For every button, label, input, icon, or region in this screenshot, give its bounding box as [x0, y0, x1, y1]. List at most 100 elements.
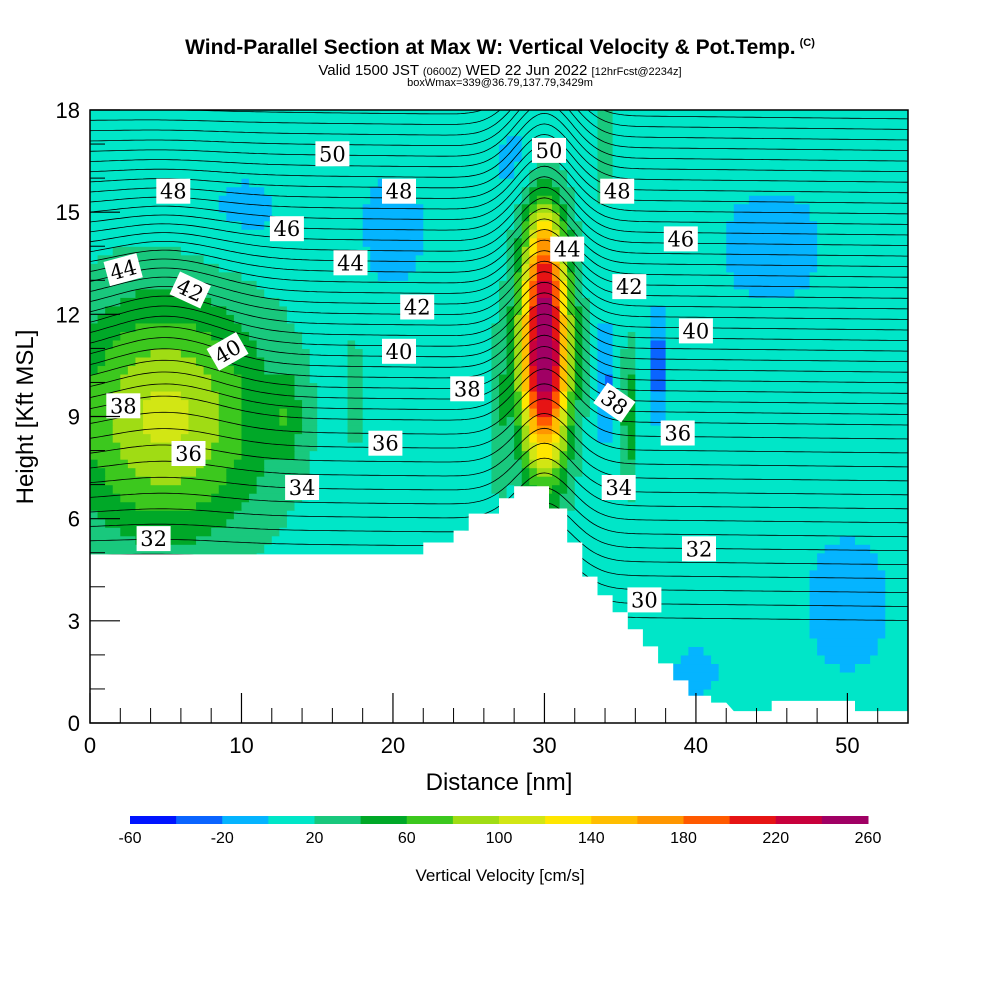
vv-cell: [559, 365, 568, 375]
vv-cell: [635, 476, 908, 486]
vv-cell: [514, 407, 523, 418]
vv-cell: [90, 518, 106, 528]
y-tick-label: 9: [68, 405, 80, 430]
vv-cell: [574, 493, 629, 503]
vv-cell: [180, 433, 220, 443]
contour-label-box: [600, 178, 635, 204]
vv-cell: [589, 365, 599, 375]
vv-cell: [635, 339, 652, 349]
vv-cell: [620, 348, 636, 358]
vv-cell: [620, 416, 636, 426]
vv-cell: [809, 586, 886, 596]
vv-cell: [559, 152, 599, 162]
theta-contour-line: [90, 112, 908, 172]
vv-cell: [582, 246, 727, 256]
vv-cell: [536, 425, 553, 435]
contour-label-group: 46: [663, 226, 698, 252]
vv-cell: [567, 382, 576, 392]
vv-cell: [521, 467, 530, 477]
vv-cell: [514, 356, 523, 367]
vv-cell: [665, 399, 908, 409]
vv-cell: [302, 425, 318, 435]
vv-cell: [733, 212, 811, 222]
vv-cell: [499, 407, 515, 418]
vv-cell: [529, 195, 538, 205]
vv-cell: [347, 356, 364, 367]
contour-label-box: [103, 253, 143, 287]
vv-cell: [536, 365, 553, 375]
vv-cell: [650, 331, 667, 341]
vv-cell: [567, 229, 576, 239]
vv-cell: [536, 229, 553, 239]
theta-contour-line: [90, 207, 908, 268]
vv-cell: [597, 433, 614, 443]
contour-label-group: 34: [601, 475, 636, 500]
vv-cell: [627, 425, 636, 435]
vv-cell: [529, 220, 538, 230]
vv-cell: [196, 467, 227, 477]
vv-cell: [491, 399, 500, 409]
vv-cell: [574, 186, 599, 196]
vv-cell: [241, 178, 250, 188]
vv-cell: [885, 629, 908, 639]
vv-cell: [559, 348, 568, 358]
vv-cell: [536, 305, 553, 315]
contour-label: 44: [337, 251, 364, 275]
vv-cell: [574, 331, 583, 341]
vv-cell: [597, 110, 614, 120]
vv-cell: [317, 390, 349, 401]
vv-cell: [665, 314, 908, 324]
contour-label: 32: [686, 537, 713, 561]
vv-cell: [665, 382, 908, 392]
theta-contour-line: [90, 229, 908, 289]
vv-cell: [559, 467, 568, 477]
vv-cell: [635, 399, 652, 409]
vv-cell: [536, 212, 553, 222]
vv-cell: [574, 348, 583, 358]
vv-cell: [514, 331, 523, 341]
vv-cell: [506, 135, 523, 145]
vv-cell: [582, 425, 599, 435]
vv-cell: [256, 339, 303, 349]
vv-cell: [521, 297, 530, 307]
vv-cell: [582, 254, 727, 264]
vv-cell: [362, 425, 493, 435]
colorbar-tick-label: 60: [398, 830, 416, 847]
x-tick-label: 10: [229, 733, 253, 758]
vv-cell: [362, 220, 424, 230]
vv-cell: [362, 365, 493, 375]
x-tick-label: 0: [84, 733, 96, 758]
vv-cell: [90, 110, 599, 120]
vv-cell: [514, 390, 523, 401]
contour-label-box: [106, 393, 141, 419]
vv-cell: [529, 459, 538, 469]
vv-cell: [589, 331, 599, 341]
vv-cell: [650, 407, 667, 418]
contour-label-box: [156, 178, 191, 204]
vv-cell: [90, 195, 220, 205]
vv-cell: [650, 314, 667, 324]
vv-cell: [635, 425, 908, 435]
vv-cell: [90, 118, 599, 128]
vv-cell: [90, 305, 106, 315]
vv-cell: [559, 203, 568, 213]
vv-cell: [90, 322, 137, 332]
vv-cell: [574, 263, 583, 273]
vv-cell: [552, 407, 561, 418]
contour-label-group: 30: [627, 587, 662, 613]
vv-cell: [521, 356, 530, 367]
vv-cell: [347, 339, 356, 349]
vv-cell: [552, 442, 561, 452]
vv-cell: [612, 356, 621, 367]
vv-cell: [506, 493, 515, 503]
vv-cell: [665, 390, 908, 401]
vv-cell: [665, 322, 908, 332]
vv-cell: [120, 331, 212, 341]
vv-cell: [824, 654, 871, 665]
vv-cell: [408, 178, 530, 188]
vv-cell: [635, 493, 908, 503]
contour-label-group: 50: [532, 137, 566, 163]
vv-cell: [90, 254, 99, 264]
vv-cell: [567, 416, 576, 426]
